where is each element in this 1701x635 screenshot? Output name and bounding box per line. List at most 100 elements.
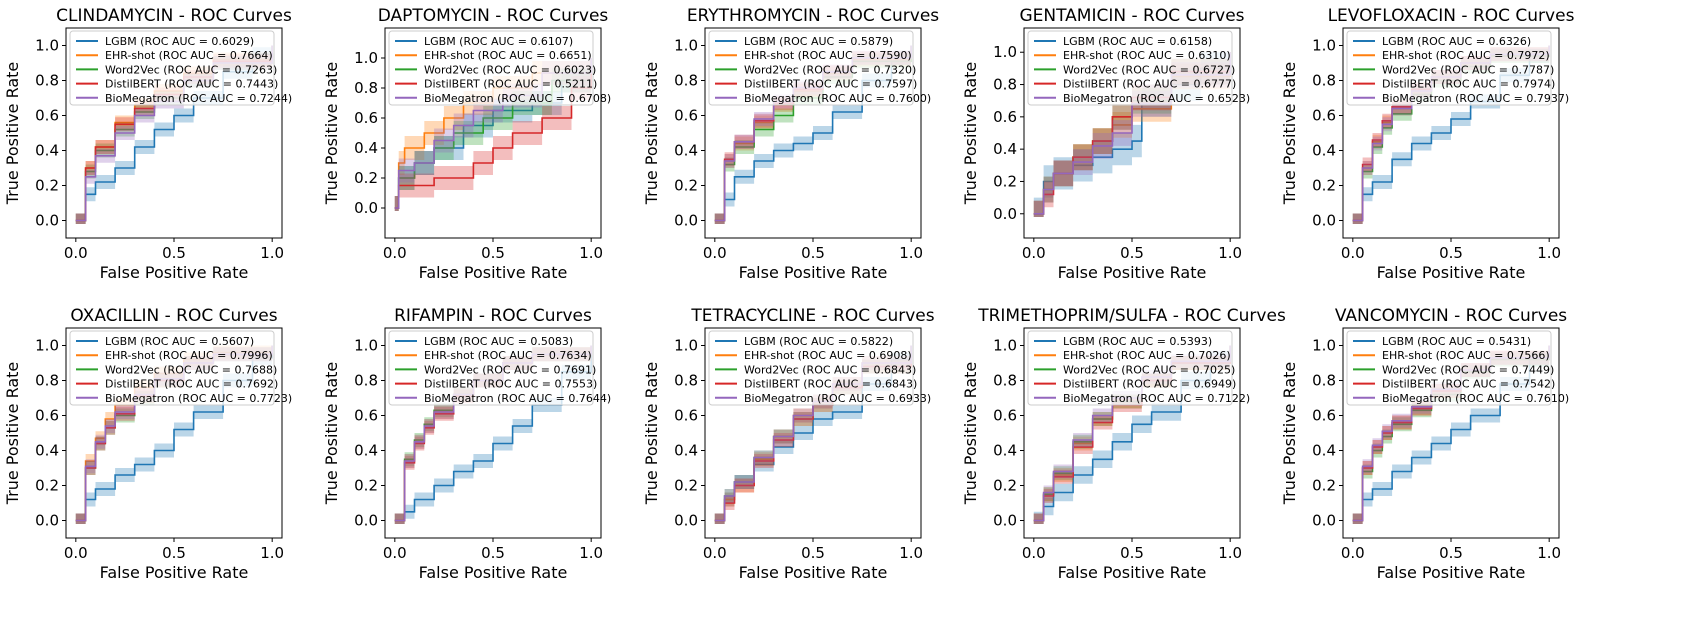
legend-entry: EHR-shot (ROC AUC = 0.7634) — [424, 349, 592, 362]
chart-title: TETRACYCLINE - ROC Curves — [690, 306, 934, 326]
legend-entry: Word2Vec (ROC AUC = 0.6023) — [424, 63, 596, 76]
x-tick-label: 0.5 — [481, 244, 505, 262]
legend-entry: LGBM (ROC AUC = 0.5393) — [1063, 335, 1212, 348]
x-tick-label: 0.0 — [64, 544, 88, 562]
chart-panel: CLINDAMYCIN - ROC Curves 0.0 0.5 1.0 0.0 0.2 0… — [3, 6, 292, 282]
y-axis-label: True Positive Rate — [961, 62, 980, 206]
x-tick-label: 1.0 — [260, 544, 284, 562]
legend-entry: BioMegatron (ROC AUC = 0.7600) — [744, 92, 931, 105]
y-tick-label: 1.0 — [1312, 37, 1336, 55]
legend-entry: DistilBERT (ROC AUC = 0.6949) — [1063, 378, 1236, 391]
legend-box — [69, 330, 275, 406]
legend-entry: EHR-shot (ROC AUC = 0.7996) — [105, 349, 273, 362]
y-axis-label: True Positive Rate — [961, 362, 980, 506]
chart-panel: RIFAMPIN - ROC Curves 0.0 0.5 1.0 0.0 0.2 0.4 0… — [322, 306, 611, 582]
legend-entry: Word2Vec (ROC AUC = 0.7691) — [424, 363, 596, 376]
chart-title: GENTAMICIN - ROC Curves — [1019, 6, 1244, 26]
legend-entry: EHR-shot (ROC AUC = 0.7566) — [1382, 349, 1550, 362]
y-tick-label: 0.6 — [35, 107, 59, 125]
x-tick-label: 0.0 — [1341, 544, 1365, 562]
y-tick-label: 1.0 — [993, 337, 1017, 355]
legend-entry: EHR-shot (ROC AUC = 0.7972) — [1382, 49, 1550, 62]
x-axis-label: False Positive Rate — [100, 263, 249, 282]
legend-entry: BioMegatron (ROC AUC = 0.7644) — [424, 392, 611, 405]
legend-entry: DistilBERT (ROC AUC = 0.5211) — [424, 78, 597, 91]
y-tick-label: 0.0 — [674, 212, 698, 230]
roc-line — [394, 58, 593, 209]
legend-entry: EHR-shot (ROC AUC = 0.7590) — [744, 49, 912, 62]
legend-entry: Word2Vec (ROC AUC = 0.7787) — [1382, 63, 1554, 76]
legend-entry: EHR-shot (ROC AUC = 0.6908) — [744, 349, 912, 362]
x-tick-label: 1.0 — [1537, 544, 1561, 562]
legend-entry: Word2Vec (ROC AUC = 0.6843) — [744, 363, 916, 376]
y-tick-label: 0.2 — [993, 477, 1017, 495]
legend-box — [1027, 30, 1233, 106]
y-tick-label: 0.2 — [674, 177, 698, 195]
y-tick-label: 0.6 — [354, 407, 378, 425]
chart-panel: TRIMETHOPRIM/SULFA - ROC Curves 0.0 0.5 1.0… — [961, 306, 1286, 582]
legend-entry: LGBM (ROC AUC = 0.5607) — [105, 335, 254, 348]
chart-panel: VANCOMYCIN - ROC Curves 0.0 0.5 1.0 0.0 0.2 0.… — [1280, 306, 1569, 582]
chart-title: RIFAMPIN - ROC Curves — [394, 306, 592, 326]
y-tick-label: 0.0 — [354, 199, 378, 217]
y-axis-label: True Positive Rate — [1280, 62, 1299, 206]
legend-entry: Word2Vec (ROC AUC = 0.7263) — [105, 63, 277, 76]
chart-title: ERYTHROMYCIN - ROC Curves — [687, 6, 939, 26]
legend-entry: LGBM (ROC AUC = 0.6158) — [1063, 35, 1212, 48]
y-tick-label: 0.2 — [1312, 177, 1336, 195]
ci-band — [394, 55, 592, 211]
legend-entry: BioMegatron (ROC AUC = 0.6523) — [1063, 92, 1250, 105]
y-axis-label: True Positive Rate — [642, 362, 661, 506]
legend-entry: DistilBERT (ROC AUC = 0.7542) — [1382, 378, 1555, 391]
chart-title: OXACILLIN - ROC Curves — [70, 306, 277, 326]
x-tick-label: 0.0 — [703, 244, 727, 262]
x-tick-label: 0.5 — [801, 244, 825, 262]
y-tick-label: 1.0 — [993, 43, 1017, 61]
legend-entry: Word2Vec (ROC AUC = 0.7688) — [105, 363, 277, 376]
legend-entry: EHR-shot (ROC AUC = 0.6310) — [1063, 49, 1231, 62]
x-tick-label: 1.0 — [1218, 544, 1242, 562]
chart-title: CLINDAMYCIN - ROC Curves — [56, 6, 292, 26]
y-tick-label: 0.8 — [1312, 372, 1336, 390]
chart-panel: ERYTHROMYCIN - ROC Curves 0.0 0.5 1.0 0.0 0.2… — [642, 6, 939, 282]
x-tick-label: 1.0 — [1537, 244, 1561, 262]
x-tick-label: 0.0 — [383, 244, 407, 262]
y-tick-label: 0.6 — [674, 107, 698, 125]
y-tick-label: 0.8 — [993, 372, 1017, 390]
x-axis-label: False Positive Rate — [100, 563, 249, 582]
legend-entry: EHR-shot (ROC AUC = 0.7664) — [105, 49, 273, 62]
legend-box — [388, 330, 594, 406]
y-tick-label: 1.0 — [35, 337, 59, 355]
y-tick-label: 0.0 — [1312, 512, 1336, 530]
x-tick-label: 0.0 — [383, 544, 407, 562]
legend-entry: BioMegatron (ROC AUC = 0.7122) — [1063, 392, 1250, 405]
y-tick-label: 0.4 — [1312, 142, 1336, 160]
legend-entry: BioMegatron (ROC AUC = 0.6933) — [744, 392, 931, 405]
x-tick-label: 0.5 — [1120, 544, 1144, 562]
x-tick-label: 1.0 — [260, 244, 284, 262]
chart-title: DAPTOMYCIN - ROC Curves — [378, 6, 609, 26]
legend-entry: DistilBERT (ROC AUC = 0.7443) — [105, 78, 278, 91]
x-axis-label: False Positive Rate — [1058, 563, 1207, 582]
y-axis-label: True Positive Rate — [3, 362, 22, 506]
legend-entry: EHR-shot (ROC AUC = 0.7026) — [1063, 349, 1231, 362]
legend-entry: EHR-shot (ROC AUC = 0.6651) — [424, 49, 592, 62]
x-tick-label: 0.5 — [1439, 544, 1463, 562]
legend-entry: LGBM (ROC AUC = 0.6029) — [105, 35, 254, 48]
x-tick-label: 0.5 — [801, 544, 825, 562]
legend-entry: Word2Vec (ROC AUC = 0.7025) — [1063, 363, 1235, 376]
y-tick-label: 0.2 — [993, 172, 1017, 190]
y-tick-label: 0.8 — [35, 372, 59, 390]
legend-entry: DistilBERT (ROC AUC = 0.7692) — [105, 378, 278, 391]
x-axis-label: False Positive Rate — [419, 563, 568, 582]
x-tick-label: 0.5 — [162, 544, 186, 562]
legend-box — [69, 30, 275, 106]
y-tick-label: 0.6 — [1312, 107, 1336, 125]
y-tick-label: 0.0 — [993, 512, 1017, 530]
x-tick-label: 1.0 — [579, 244, 603, 262]
legend-entry: LGBM (ROC AUC = 0.5879) — [744, 35, 893, 48]
y-tick-label: 0.2 — [35, 177, 59, 195]
legend-entry: LGBM (ROC AUC = 0.5822) — [744, 335, 893, 348]
y-tick-label: 0.2 — [35, 477, 59, 495]
